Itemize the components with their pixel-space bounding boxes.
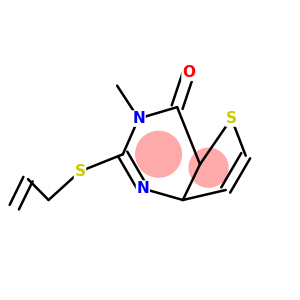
Text: N: N [132, 111, 145, 126]
Circle shape [189, 148, 228, 187]
Text: O: O [182, 65, 195, 80]
Text: S: S [74, 164, 86, 179]
Text: S: S [226, 111, 237, 126]
Text: N: N [136, 181, 149, 196]
Circle shape [136, 131, 182, 177]
